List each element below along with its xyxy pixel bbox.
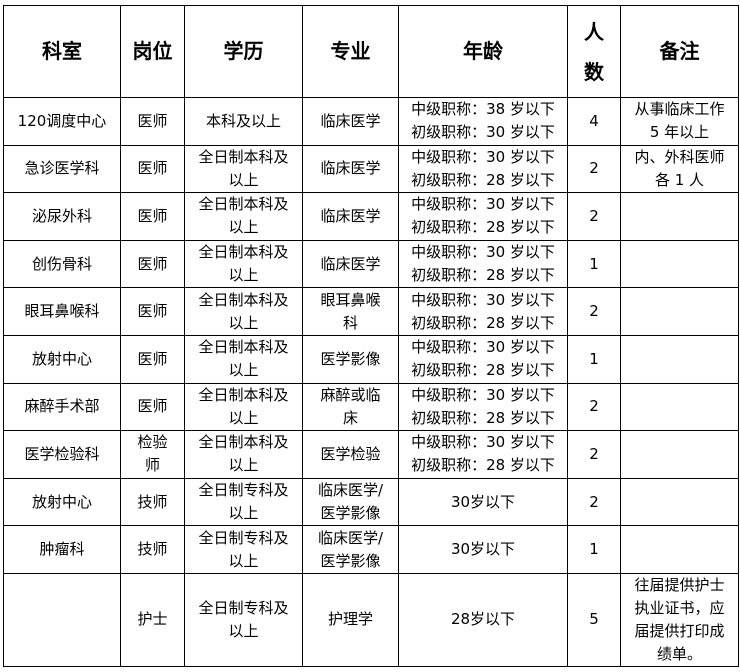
age-cell: 30岁以下 [398,477,568,527]
post-cell: 医师 [120,382,185,432]
post-cell: 医师 [120,192,185,241]
dept-cell: 肿瘤科 [3,525,121,574]
education-cell: 全日制专科及 以上 [184,477,303,527]
note-cell [620,430,739,479]
age-cell: 中级职称：38 岁以下 初级职称：30 岁以下 [398,97,568,146]
dept-cell: 创伤骨科 [3,239,121,289]
post-cell: 护士 [120,572,185,667]
note-cell: 往届提供护士 执业证书，应 届提供打印成 绩单。 [620,572,739,667]
count-cell: 2 [567,287,621,336]
education-cell: 本科及以上 [184,97,303,146]
major-cell: 临床医学/ 医学影像 [302,525,399,574]
header-row: 科室 岗位 学历 专业 年龄 人 数 备注 [3,5,739,98]
post-cell: 医师 [120,97,185,146]
major-cell: 临床医学 [302,192,399,241]
major-cell: 医学检验 [302,430,399,479]
note-cell [620,239,739,289]
header-post: 岗位 [120,5,185,98]
note-cell [620,287,739,336]
major-cell: 临床医学/ 医学影像 [302,477,399,527]
count-cell: 5 [567,572,621,667]
count-cell: 1 [567,525,621,574]
count-cell: 2 [567,382,621,432]
table-row: 医学检验科 检验 师全日制本科及 以上 医学检验 中级职称：30 岁以下 初级职称：2… [3,430,739,479]
post-cell: 医师 [120,239,185,289]
age-cell: 30岁以下 [398,525,568,574]
post-cell: 技师 [120,477,185,527]
dept-cell: 放射中心 [3,477,121,527]
count-cell: 2 [567,430,621,479]
post-cell: 医师 [120,144,185,194]
major-cell: 护理学 [302,572,399,667]
count-cell: 1 [567,239,621,289]
table-row: 泌尿外科 医师 全日制本科及 以上 临床医学 中级职称：30 岁以下 初级职称：28 岁… [3,192,739,241]
major-cell: 眼耳鼻喉 科 [302,287,399,336]
age-cell: 中级职称：30 岁以下 初级职称：28 岁以下 [398,334,568,384]
header-major: 专业 [302,5,399,98]
post-cell: 检验 师 [120,430,185,479]
dept-cell: 泌尿外科 [3,192,121,241]
recruitment-table: 科室 岗位 学历 专业 年龄 人 数 备注 120调度中心 医师 本科及以上 临床医学… [3,5,739,667]
count-cell: 2 [567,477,621,527]
age-cell: 中级职称：30 岁以下 初级职称：28 岁以下 [398,287,568,336]
dept-cell: 120调度中心 [3,97,121,146]
major-cell: 医学影像 [302,334,399,384]
count-cell: 2 [567,144,621,194]
age-cell: 中级职称：30 岁以下 初级职称：28 岁以下 [398,239,568,289]
education-cell: 全日制专科及 以上 [184,572,303,667]
header-note: 备注 [620,5,739,98]
table-row: 120调度中心 医师 本科及以上 临床医学 中级职称：38 岁以下 初级职称：30 岁以… [3,97,739,146]
note-cell [620,477,739,527]
education-cell: 全日制本科及 以上 [184,334,303,384]
header-count: 人 数 [567,5,621,98]
count-cell: 1 [567,334,621,384]
major-cell: 临床医学 [302,239,399,289]
age-cell: 中级职称：30 岁以下 初级职称：28 岁以下 [398,430,568,479]
post-cell: 技师 [120,525,185,574]
note-cell: 从事临床工作 5 年以上 [620,97,739,146]
dept-cell: 医学检验科 [3,430,121,479]
major-cell: 临床医学 [302,144,399,194]
education-cell: 全日制本科及 以上 [184,239,303,289]
education-cell: 全日制专科及 以上 [184,525,303,574]
table-row: 眼耳鼻喉科 医师 全日制本科及 以上 眼耳鼻喉 科中级职称：30 岁以下 初级职称：2… [3,287,739,336]
age-cell: 中级职称：30 岁以下 初级职称：28 岁以下 [398,382,568,432]
table-row: 护士 全日制专科及 以上 护理学 28岁以下 5 往届提供护士 执业证书，应 届提供打印成… [3,572,739,667]
education-cell: 全日制本科及 以上 [184,144,303,194]
table-row: 创伤骨科 医师 全日制本科及 以上 临床医学 中级职称：30 岁以下 初级职称：28 岁… [3,239,739,289]
note-cell [620,382,739,432]
age-cell: 中级职称：30 岁以下 初级职称：28 岁以下 [398,144,568,194]
note-cell: 内、外科医师 各 1 人 [620,144,739,194]
dept-cell: 麻醉手术部 [3,382,121,432]
post-cell: 医师 [120,334,185,384]
dept-cell: 放射中心 [3,334,121,384]
header-age: 年龄 [398,5,568,98]
age-cell: 中级职称：30 岁以下 初级职称：28 岁以下 [398,192,568,241]
education-cell: 全日制本科及 以上 [184,382,303,432]
table-row: 放射中心 技师 全日制专科及 以上 临床医学/ 医学影像 30岁以下 2 [3,477,739,527]
education-cell: 全日制本科及 以上 [184,192,303,241]
note-cell [620,334,739,384]
dept-cell: 眼耳鼻喉科 [3,287,121,336]
header-dept: 科室 [3,5,121,98]
age-cell: 28岁以下 [398,572,568,667]
table-row: 肿瘤科 技师 全日制专科及 以上 临床医学/ 医学影像 30岁以下 1 [3,525,739,574]
count-cell: 4 [567,97,621,146]
header-education: 学历 [184,5,303,98]
major-cell: 麻醉或临 床 [302,382,399,432]
table-row: 急诊医学科 医师 全日制本科及 以上 临床医学 中级职称：30 岁以下 初级职称：28 … [3,144,739,194]
dept-cell: 急诊医学科 [3,144,121,194]
major-cell: 临床医学 [302,97,399,146]
table-row: 麻醉手术部 医师 全日制本科及 以上 麻醉或临 床中级职称：30 岁以下 初级职称：2… [3,382,739,432]
education-cell: 全日制本科及 以上 [184,430,303,479]
dept-cell [3,572,121,667]
table-row: 放射中心 医师 全日制本科及 以上 医学影像 中级职称：30 岁以下 初级职称：28 岁… [3,334,739,384]
note-cell [620,525,739,574]
count-cell: 2 [567,192,621,241]
education-cell: 全日制本科及 以上 [184,287,303,336]
post-cell: 医师 [120,287,185,336]
note-cell [620,192,739,241]
